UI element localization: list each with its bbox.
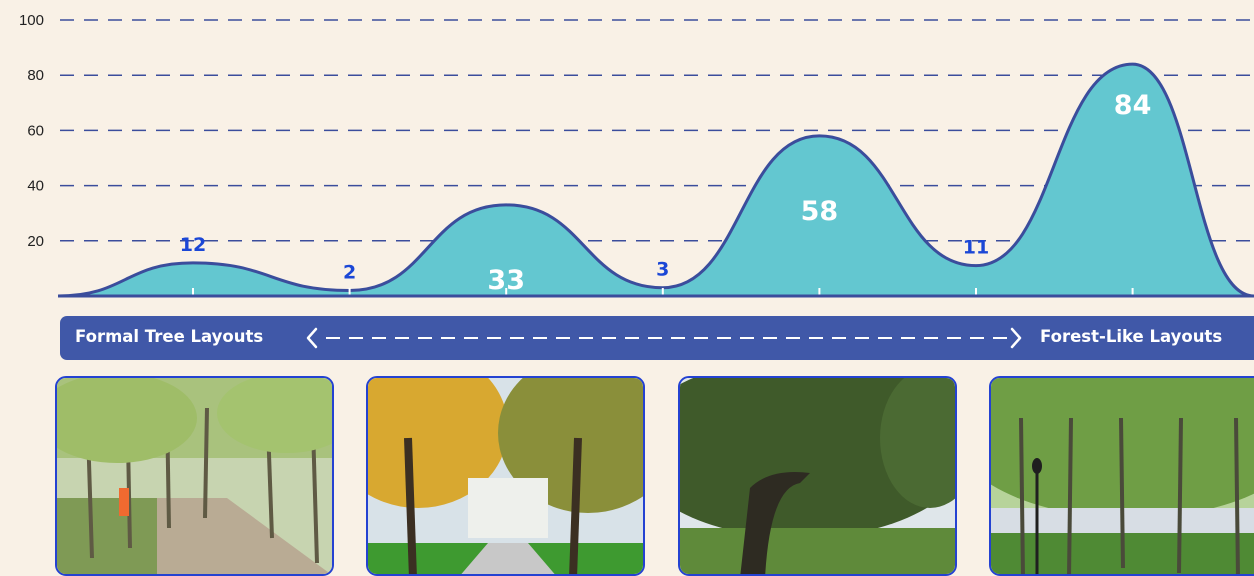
data-label: 33: [487, 265, 525, 296]
data-label: 11: [963, 237, 989, 259]
data-label: 58: [801, 196, 839, 227]
photo-formal-allee: [55, 376, 334, 576]
y-axis-ticks: 20 40 60 80 100: [19, 12, 44, 250]
forest-layout-label: Forest-Like Layouts: [1040, 327, 1222, 346]
y-tick-label: 20: [27, 233, 44, 250]
data-label: 3: [656, 259, 669, 281]
data-label: 2: [343, 261, 356, 283]
formal-layout-label: Formal Tree Layouts: [75, 327, 263, 346]
data-label: 84: [1114, 90, 1152, 121]
y-tick-label: 40: [27, 178, 44, 195]
y-tick-label: 60: [27, 122, 44, 139]
photo-oak-grove: [678, 376, 957, 576]
y-tick-label: 100: [19, 12, 44, 29]
y-tick-label: 80: [27, 67, 44, 84]
photo-urban-forest: [989, 376, 1254, 576]
data-label: 12: [180, 234, 206, 256]
layout-scale-banner: Formal Tree Layouts Forest-Like Layouts: [60, 316, 1254, 360]
photo-autumn-avenue: [366, 376, 645, 576]
